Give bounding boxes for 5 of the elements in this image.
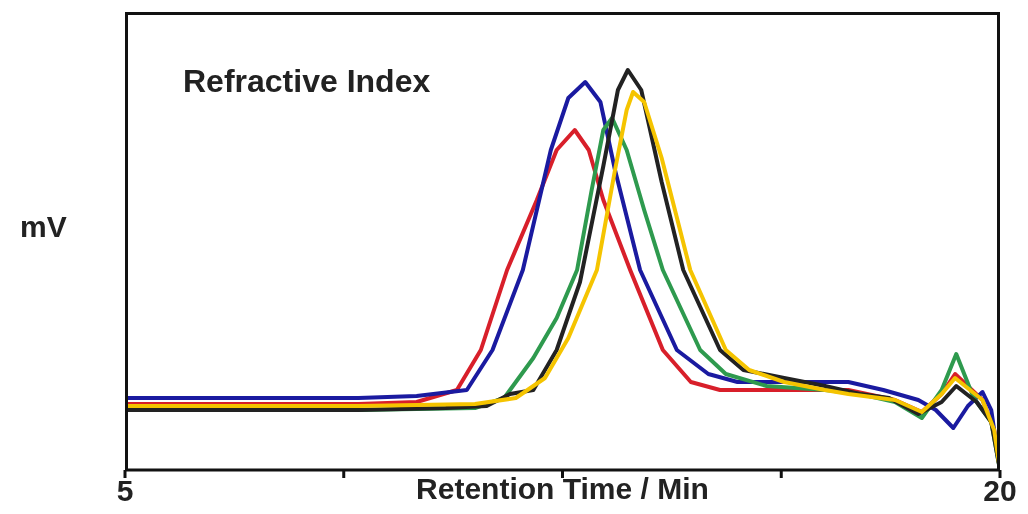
x-axis-title: Retention Time / Min [416,472,709,505]
x-tick-label: 20 [983,474,1017,508]
y-axis-title: mV [20,210,67,244]
x-tick-label: 5 [116,474,134,508]
chart-title: Refractive Index [183,63,431,100]
